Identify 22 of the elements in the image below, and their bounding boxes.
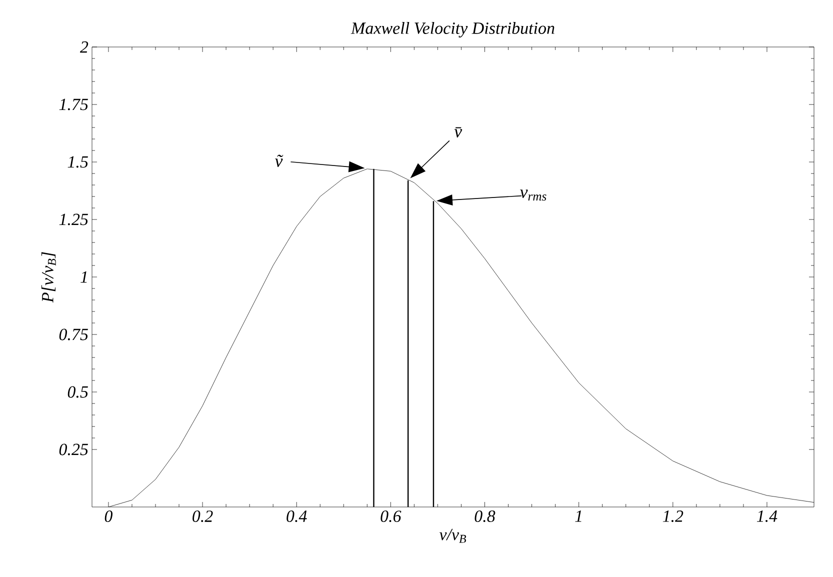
y-tick-label: 1.5 [68, 156, 88, 168]
x-tick-label: 0.8 [474, 510, 496, 522]
y-axis-title: P[v/v$_{B}$] [41, 252, 56, 303]
x-tick-label: 0.6 [380, 510, 402, 522]
x-tick-label: 1.2 [662, 510, 684, 522]
x-tick-label: 1 [575, 510, 582, 522]
y-tick-label: 2 [80, 41, 88, 53]
x-tick-label: 0 [104, 510, 112, 522]
y-tick-label: 1.25 [59, 214, 88, 226]
y-tick-label: 0.5 [68, 386, 88, 398]
x-tick-label: 0.2 [192, 510, 213, 522]
annotation: ṽ [275, 154, 284, 168]
y-tick-label: 1.75 [59, 98, 88, 110]
x-axis-title: v/v$_{B}$ [439, 528, 466, 543]
y-tick-label: 0.75 [59, 328, 88, 340]
x-tick-label: 0.4 [286, 510, 307, 522]
annotation: v̄ [454, 127, 462, 138]
x-tick-label: 1.4 [756, 510, 778, 522]
y-tick-label: 1 [80, 271, 87, 283]
annotation: v$_{rms}$ [520, 190, 546, 201]
chart-title: Maxwell Velocity Distribution [350, 22, 554, 38]
y-tick-label: 0.25 [59, 444, 88, 456]
